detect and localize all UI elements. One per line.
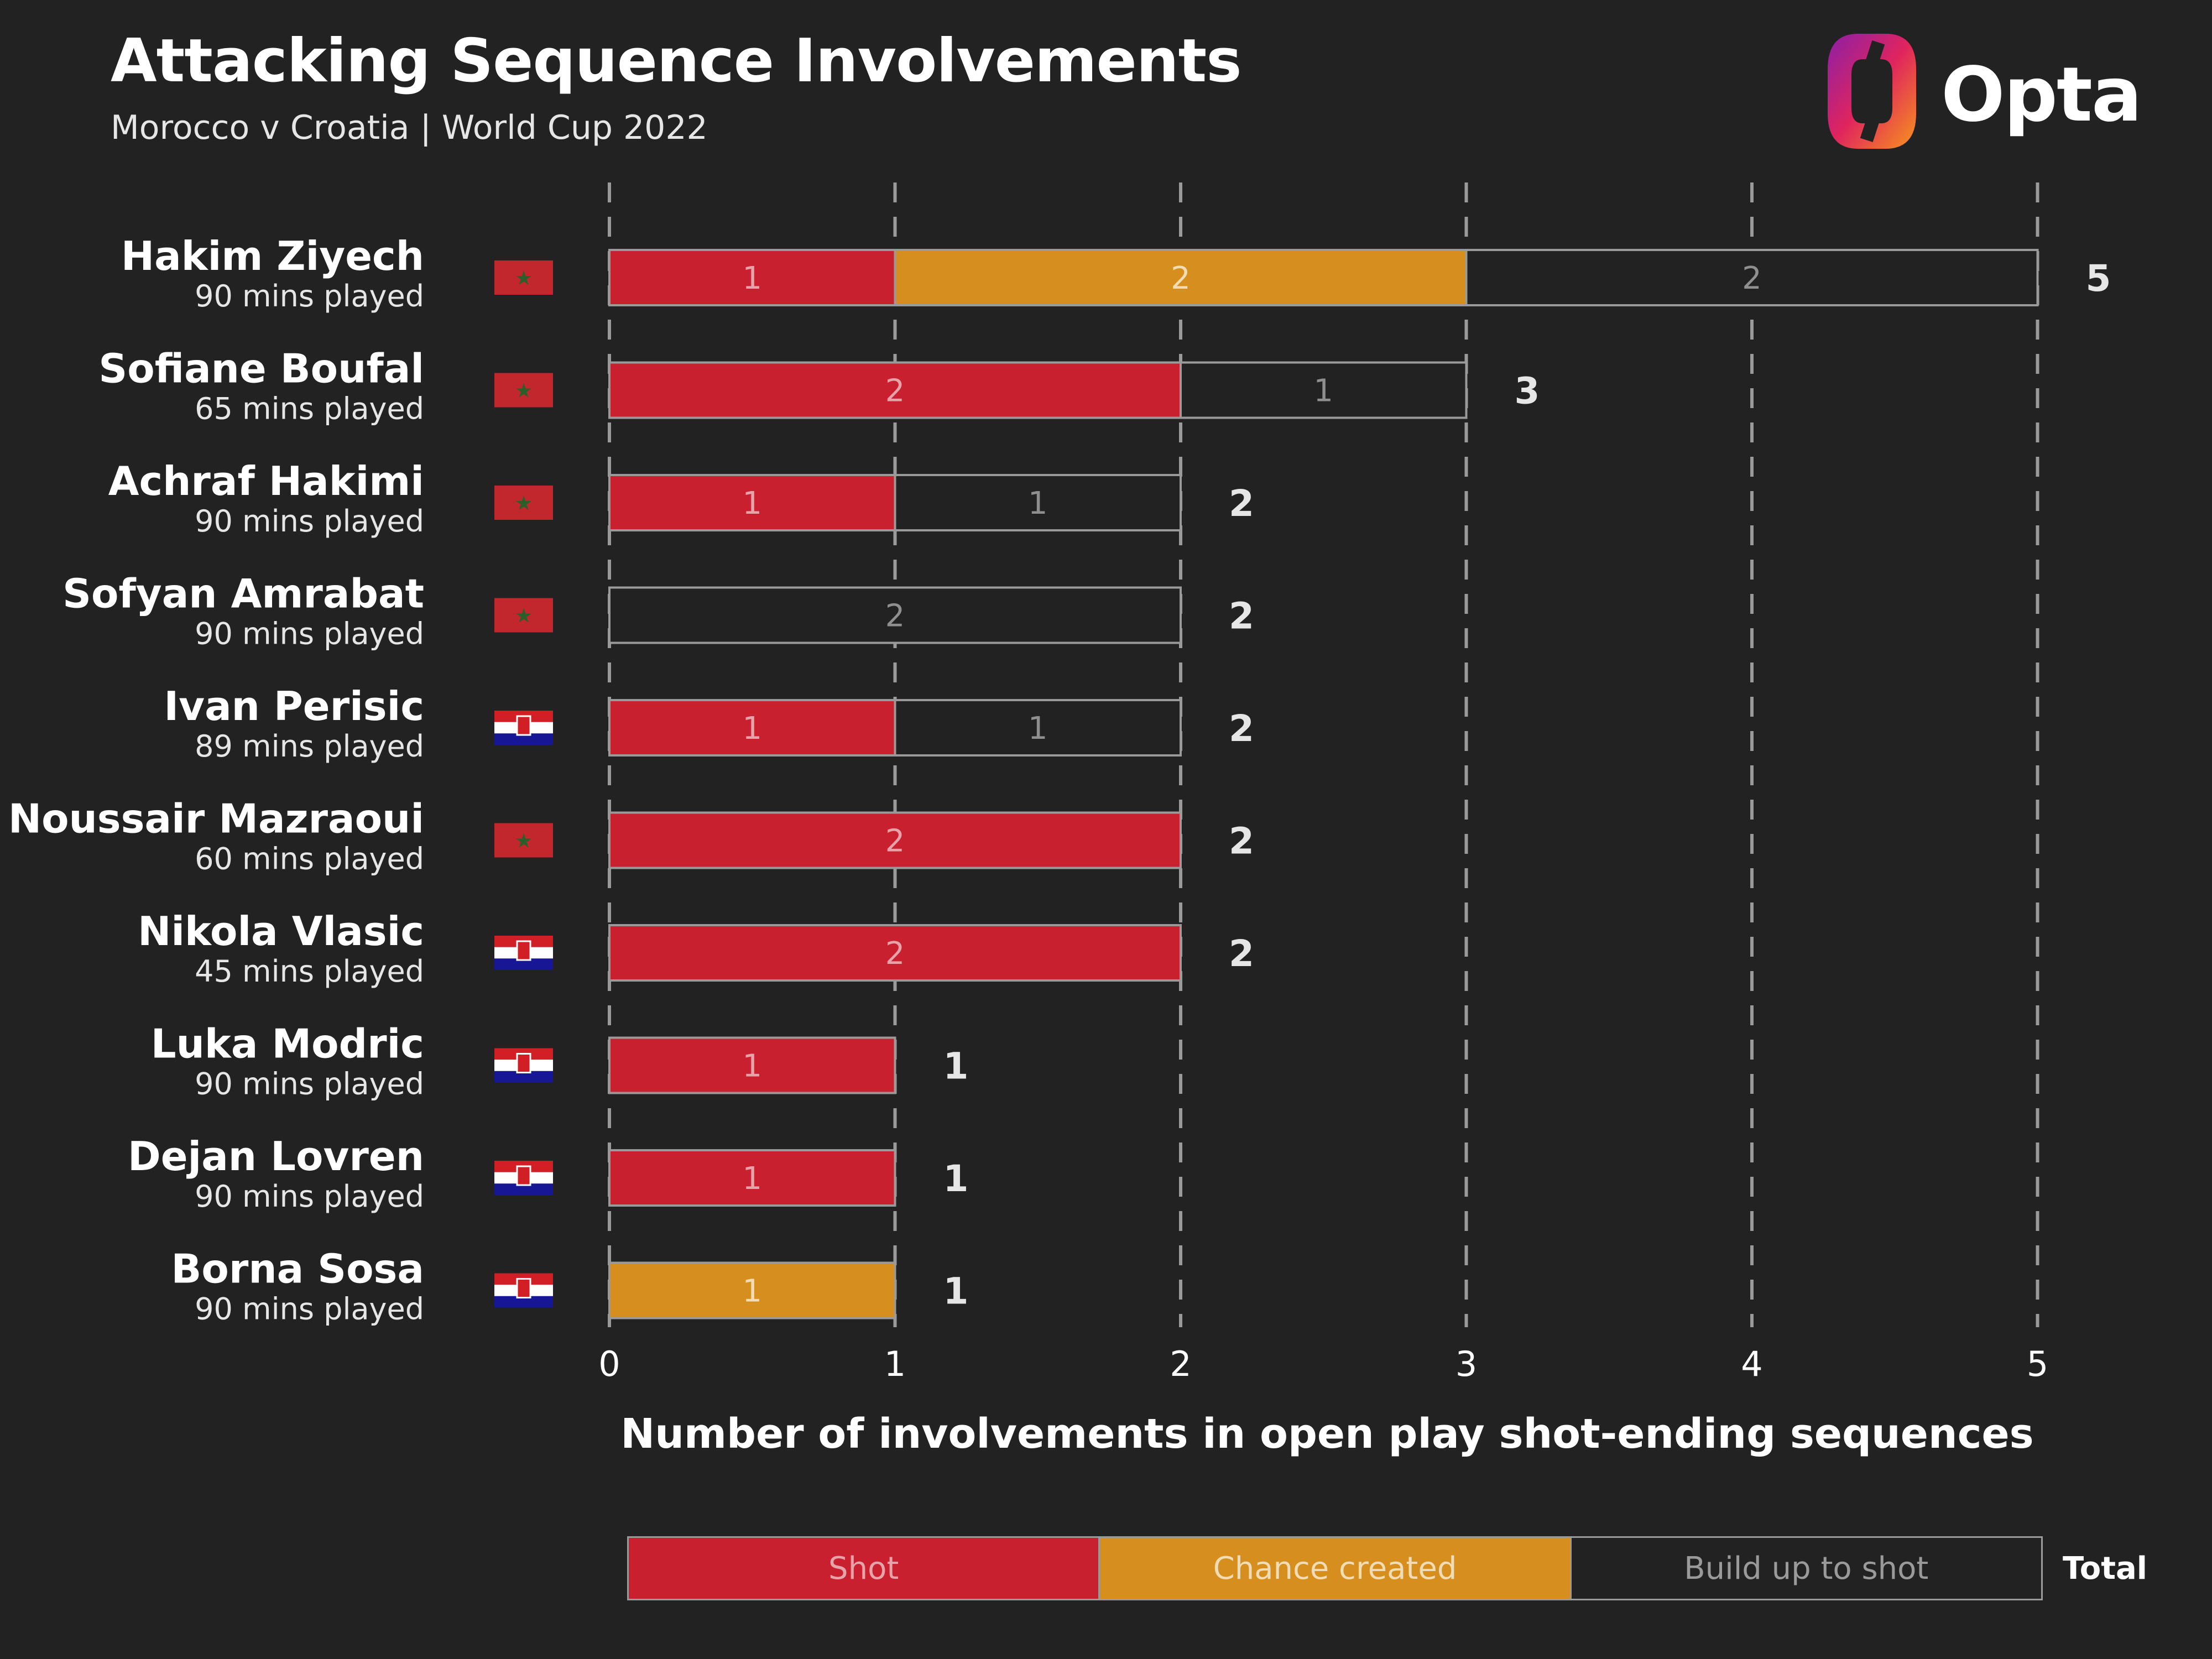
minutes-played: 90 mins played: [195, 279, 424, 314]
bar-segment-build-up: [894, 699, 1182, 757]
morocco-star-icon: ★: [515, 267, 533, 290]
opta-wordmark: Opta: [1941, 51, 2142, 139]
player-name: Sofiane Boufal: [98, 346, 424, 392]
segment-value-label: 1: [1313, 373, 1333, 409]
x-tick-label: 4: [1741, 1344, 1762, 1384]
croatia-shield-icon: [516, 1165, 531, 1186]
player-name: Hakim Ziyech: [121, 233, 424, 279]
legend-build-up-to-shot: Build up to shot: [1569, 1538, 2041, 1599]
segment-value-label: 1: [742, 711, 762, 747]
croatia-flag-stripe: [494, 1183, 553, 1195]
x-tick-label: 3: [1455, 1344, 1477, 1384]
bar-segment-shot: [608, 361, 1182, 419]
segment-value-label: 2: [885, 823, 905, 859]
player-name: Noussair Mazraoui: [8, 796, 424, 842]
morocco-star-icon: ★: [515, 605, 533, 628]
bar-segment-shot: [608, 249, 896, 306]
x-tick-label: 1: [884, 1344, 906, 1384]
total-value-label: 2: [1229, 820, 1254, 863]
morocco-flag-icon: [494, 598, 553, 633]
morocco-star-icon: ★: [515, 830, 533, 853]
player-name: Ivan Perisic: [164, 683, 424, 729]
bar-segment-build-up: [1465, 249, 2039, 306]
bar-segment-shot: [608, 1149, 896, 1207]
legend-total: Total: [2063, 1550, 2147, 1587]
total-value-label: 2: [1229, 482, 1254, 525]
player-name: Dejan Lovren: [128, 1133, 424, 1180]
croatia-flag-stripe: [494, 1071, 553, 1083]
croatia-flag-stripe: [494, 1296, 553, 1308]
minutes-played: 90 mins played: [195, 1179, 424, 1214]
morocco-star-icon: ★: [515, 492, 533, 515]
player-name: Achraf Hakimi: [108, 458, 424, 504]
legend: Shot Chance created Build up to shot: [627, 1536, 2043, 1600]
bar-segment-build-up: [1180, 361, 1468, 419]
bar-segment-shot: [608, 924, 1182, 982]
legend-shot: Shot: [629, 1538, 1099, 1599]
croatia-shield-icon: [516, 715, 531, 736]
minutes-played: 90 mins played: [195, 1292, 424, 1327]
bar-segment-chance-created: [608, 1261, 896, 1319]
segment-value-label: 1: [742, 486, 762, 521]
minutes-played: 45 mins played: [195, 954, 424, 989]
segment-value-label: 2: [885, 598, 905, 634]
total-value-label: 1: [943, 1270, 969, 1313]
segment-value-label: 1: [742, 260, 762, 296]
chart-subtitle: Morocco v Croatia | World Cup 2022: [111, 108, 708, 147]
morocco-flag-icon: [494, 486, 553, 520]
morocco-star-icon: ★: [515, 380, 533, 403]
x-tick-label: 2: [1170, 1344, 1191, 1384]
croatia-flag-stripe: [494, 958, 553, 970]
segment-value-label: 1: [742, 1161, 762, 1197]
segment-value-label: 1: [1028, 486, 1048, 521]
player-name: Sofyan Amrabat: [62, 571, 424, 617]
bar-segment-shot: [608, 474, 896, 531]
segment-value-label: 1: [742, 1274, 762, 1310]
bar-segment-shot: [608, 811, 1182, 869]
minutes-played: 90 mins played: [195, 1067, 424, 1102]
morocco-flag-icon: [494, 823, 553, 858]
segment-value-label: 1: [742, 1048, 762, 1084]
player-name: Nikola Vlasic: [138, 908, 424, 954]
croatia-shield-icon: [516, 1053, 531, 1073]
croatia-shield-icon: [516, 940, 531, 961]
total-value-label: 2: [1229, 595, 1254, 638]
segment-value-label: 2: [1742, 260, 1762, 296]
opta-logo: Opta: [1819, 30, 2142, 152]
segment-value-label: 1: [1028, 711, 1048, 747]
bar-segment-chance-created: [894, 249, 1468, 306]
total-value-label: 1: [943, 1157, 969, 1200]
x-tick-label: 0: [598, 1344, 620, 1384]
minutes-played: 65 mins played: [195, 392, 424, 426]
total-value-label: 1: [943, 1045, 969, 1088]
chart-title: Attacking Sequence Involvements: [111, 27, 1242, 96]
minutes-played: 60 mins played: [195, 842, 424, 877]
x-tick-label: 5: [2027, 1344, 2048, 1384]
legend-chance-created: Chance created: [1098, 1538, 1570, 1599]
minutes-played: 89 mins played: [195, 729, 424, 764]
morocco-flag-icon: [494, 260, 553, 295]
x-axis-title: Number of involvements in open play shot…: [620, 1410, 2034, 1458]
bar-segment-shot: [608, 699, 896, 757]
total-value-label: 3: [1515, 370, 1540, 413]
total-value-label: 5: [2086, 257, 2111, 300]
croatia-flag-stripe: [494, 733, 553, 745]
bar-segment-build-up: [608, 586, 1182, 644]
opta-mark-icon: [1828, 34, 1916, 149]
total-value-label: 2: [1229, 707, 1254, 750]
total-value-label: 2: [1229, 932, 1254, 975]
morocco-flag-icon: [494, 373, 553, 408]
minutes-played: 90 mins played: [195, 504, 424, 539]
segment-value-label: 2: [1171, 260, 1191, 296]
segment-value-label: 2: [885, 373, 905, 409]
croatia-shield-icon: [516, 1278, 531, 1298]
player-name: Luka Modric: [151, 1021, 424, 1067]
player-name: Borna Sosa: [171, 1246, 424, 1292]
segment-value-label: 2: [885, 936, 905, 972]
bar-segment-build-up: [894, 474, 1182, 531]
bar-segment-shot: [608, 1036, 896, 1094]
minutes-played: 90 mins played: [195, 617, 424, 651]
